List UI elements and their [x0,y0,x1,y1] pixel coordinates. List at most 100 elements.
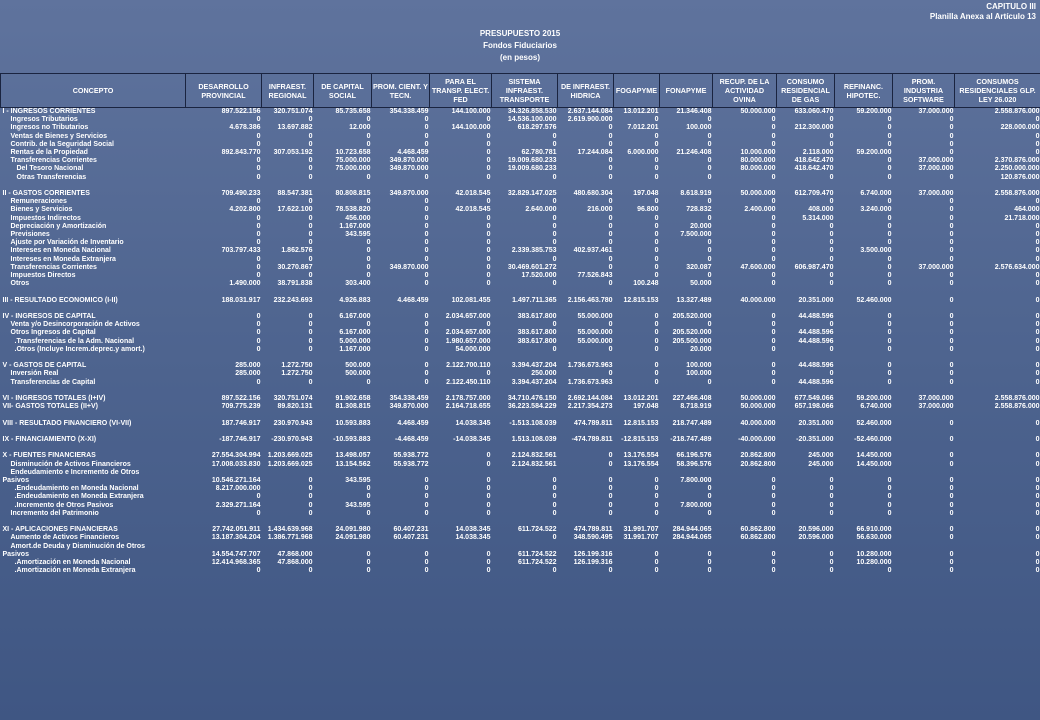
value-cell: 59.200.000 [856,395,892,403]
value-cell: 0 [654,337,659,345]
value-cell: 0 [424,337,429,345]
value-cell: 197.048 [633,403,659,411]
value-cell: 0 [486,485,491,493]
value-cell: 0 [608,140,613,148]
value-cell: 383.617.800 [517,313,557,321]
value-cell: 0 [949,272,954,280]
column-header: DE INFRAEST. HIDRICA [557,73,614,108]
row-label: Depreciación y Amortización [10,222,107,230]
spacer-row [1,354,1040,362]
value-cell: 348.590.495 [573,534,613,542]
value-cell: 0 [949,362,954,370]
value-cell: 0 [308,345,313,353]
value-cell: 0 [949,477,954,485]
value-cell: 100.248 [633,280,659,288]
value-cell: 4.468.459 [397,419,429,427]
value-cell: 3.394.437.204 [511,362,557,370]
value-cell: 14.450.000 [856,452,892,460]
value-cell: 77.526.843 [577,272,613,280]
value-cell: 0 [486,165,491,173]
value-cell: 0 [608,452,613,460]
value-cell: 126.199.316 [573,550,613,558]
value-cell: 349.870.000 [389,157,429,165]
value-cell: 0 [608,214,613,222]
value-cell: 0 [771,173,776,181]
value-cell: 0 [1035,198,1040,206]
value-cell: 0 [608,460,613,468]
row-label: Transferencias Corrientes [10,263,97,271]
row-label: .Otros (Incluye Increm.deprec.y amort.) [14,345,145,353]
value-cell: 0 [887,140,892,148]
value-cell: -12.815.153 [621,436,659,444]
row-label: Ajuste por Variación de Inventario [10,239,124,247]
value-cell: 2.637.144.084 [567,108,613,115]
value-cell: 0 [308,329,313,337]
value-cell: 0 [887,501,892,509]
value-cell: 10.546.271.164 [211,477,261,485]
value-cell: 0 [608,263,613,271]
value-cell: 0 [308,116,313,124]
value-cell: 0 [1035,460,1040,468]
value-cell: 17.008.033.830 [211,460,261,468]
value-cell: 0 [1035,370,1040,378]
value-cell: 0 [654,255,659,263]
value-cell [262,543,314,551]
value-cell: 5.314.000 [802,214,834,222]
value-cell: 20.351.000 [798,296,834,304]
value-cell: 0 [256,239,261,247]
value-cell: 12.815.153 [623,419,659,427]
value-cell: 1.203.669.025 [267,460,313,468]
value-cell: 0 [949,140,954,148]
table-row: Impuestos Indirectos 0 0 456.000 0 0 0 0 0 0 0 5.31… [1,215,1040,223]
value-cell [372,543,430,551]
value-cell: 0 [486,157,491,165]
value-cell [372,469,430,477]
value-cell: 0 [424,116,429,124]
spacer-row [1,288,1040,296]
section-row: XI - APLICACIONES FINANCIERAS 27.742.051.… [1,526,1040,534]
value-cell: 0 [308,485,313,493]
value-cell: 0 [486,214,491,222]
value-cell: 0 [829,255,834,263]
value-cell: 0 [949,567,954,575]
value-cell: 500.000 [345,362,371,370]
row-label: Otras Transferencias [16,173,87,181]
table-row: Remuneraciones 0 0 0 0 0 0 0 0 0 0 0 0 0 0 [1,198,1040,206]
value-cell: 0 [424,567,429,575]
value-cell: 474.789.811 [573,526,613,534]
value-cell: 0 [424,550,429,558]
value-cell: 0 [486,321,491,329]
value-cell: 0 [654,214,659,222]
value-cell: 2.122.450.110 [446,378,491,386]
row-label: VII- GASTOS TOTALES (II+V) [2,403,98,411]
value-cell: 144.100.000 [451,124,491,132]
value-cell [660,543,713,551]
value-cell: 0 [771,378,776,386]
value-cell: 50.000.000 [740,108,776,115]
value-cell: 4.468.459 [397,149,429,157]
table-row: Rentas de la Propiedad 892.843.770 307.053… [1,149,1040,157]
value-cell: 0 [608,198,613,206]
value-cell: 0 [256,132,261,140]
row-label: IX - FINANCIAMIENTO (X-XI) [2,436,97,444]
value-cell: 0 [771,124,776,132]
value-cell: 0 [486,460,491,468]
value-cell: 0 [949,116,954,124]
value-cell: 13.012.201 [623,108,659,115]
value-cell: 0 [1035,149,1040,157]
value-cell: 0 [1035,329,1040,337]
value-cell: 228.000.000 [1000,124,1040,132]
value-cell: 0 [654,493,659,501]
value-cell: 44.488.596 [798,329,834,337]
column-header: PROM. CIENT. Y TECN. [371,73,430,108]
row-label: .Endeudamiento en Moneda Nacional [14,485,139,493]
value-cell: 0 [771,567,776,575]
column-header: REFINANC. HIPOTEC. [834,73,893,108]
value-cell: 2.122.700.110 [446,362,491,370]
value-cell: 0 [256,214,261,222]
spacer-row [1,387,1040,395]
value-cell: 0 [424,280,429,288]
spacer-row [1,444,1040,452]
value-cell: 402.937.461 [573,247,613,255]
table-row: .Endeudamiento en Moneda Nacional 8.217.0… [1,485,1040,493]
